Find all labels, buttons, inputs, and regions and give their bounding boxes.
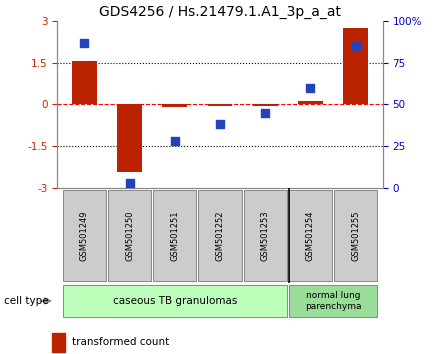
Text: cell type: cell type (4, 296, 49, 306)
Point (81, 40, 88, 46)
Text: GSM501252: GSM501252 (216, 210, 224, 261)
Text: GSM501253: GSM501253 (261, 210, 270, 261)
Title: GDS4256 / Hs.21479.1.A1_3p_a_at: GDS4256 / Hs.21479.1.A1_3p_a_at (99, 5, 341, 19)
Text: GSM501254: GSM501254 (306, 210, 315, 261)
Bar (162, 104, 187, 107)
Point (171, 138, 178, 144)
Point (307, 85, 314, 91)
FancyBboxPatch shape (334, 189, 378, 281)
Text: normal lung
parenchyma: normal lung parenchyma (305, 291, 361, 310)
Bar (117, 104, 142, 172)
Point (216, 121, 224, 127)
FancyBboxPatch shape (62, 189, 106, 281)
FancyBboxPatch shape (198, 189, 242, 281)
Point (126, 180, 133, 185)
Bar (298, 101, 323, 104)
FancyBboxPatch shape (243, 189, 287, 281)
Text: GSM501249: GSM501249 (80, 210, 89, 261)
Text: transformed count: transformed count (71, 337, 169, 348)
FancyBboxPatch shape (108, 189, 151, 281)
Text: GSM501250: GSM501250 (125, 210, 134, 261)
Text: GSM501255: GSM501255 (351, 210, 360, 261)
Point (262, 110, 269, 116)
Text: caseous TB granulomas: caseous TB granulomas (113, 296, 237, 306)
FancyBboxPatch shape (153, 189, 197, 281)
Bar (208, 104, 232, 106)
FancyBboxPatch shape (289, 189, 332, 281)
FancyBboxPatch shape (62, 285, 287, 317)
Bar (343, 28, 368, 104)
Bar (72, 62, 97, 104)
FancyBboxPatch shape (289, 285, 378, 317)
Text: GSM501251: GSM501251 (170, 210, 179, 261)
Point (352, 44, 359, 49)
Bar (253, 104, 278, 106)
Bar (52, 333, 65, 352)
